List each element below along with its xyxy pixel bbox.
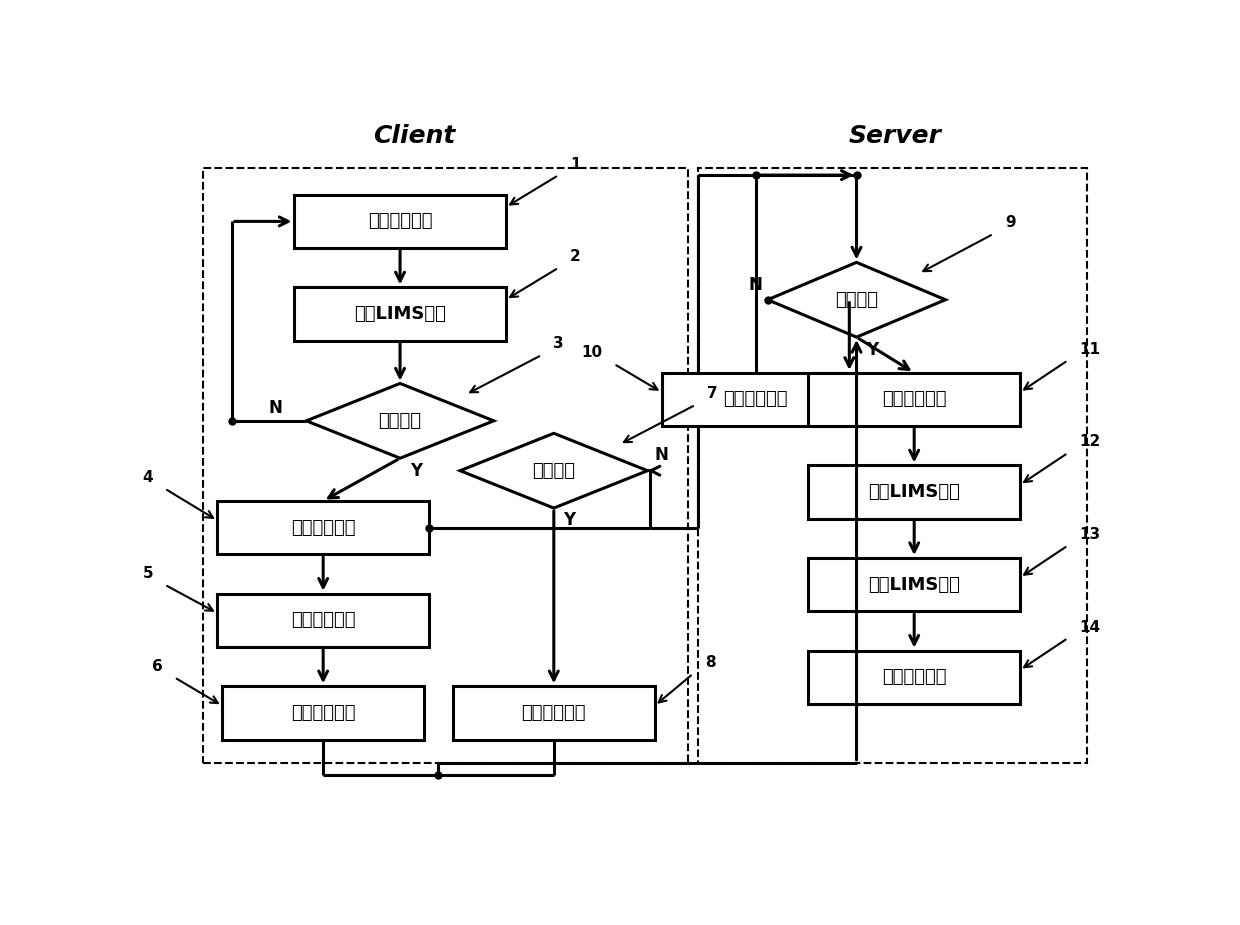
Text: N: N: [655, 446, 668, 463]
Text: 合法账户: 合法账户: [378, 412, 422, 430]
Text: 13: 13: [1080, 527, 1101, 542]
Text: Y: Y: [563, 512, 575, 529]
Text: 11: 11: [1080, 341, 1100, 357]
Text: 发送上报请求: 发送上报请求: [291, 704, 356, 722]
Text: 发送更新请求: 发送更新请求: [522, 704, 587, 722]
Polygon shape: [306, 384, 494, 458]
Text: Y: Y: [409, 462, 422, 479]
Text: 12: 12: [1080, 435, 1101, 450]
Polygon shape: [460, 433, 647, 508]
Text: Server: Server: [848, 124, 941, 148]
FancyBboxPatch shape: [217, 501, 429, 554]
Text: 勾选具体业务: 勾选具体业务: [291, 611, 356, 629]
Text: 1: 1: [570, 156, 580, 171]
Text: 数据更新: 数据更新: [532, 462, 575, 480]
Text: 14: 14: [1080, 620, 1101, 635]
Text: N: N: [749, 276, 763, 294]
FancyBboxPatch shape: [808, 373, 1019, 426]
Text: 7: 7: [707, 387, 718, 401]
FancyBboxPatch shape: [294, 288, 506, 340]
Text: 10: 10: [582, 345, 603, 361]
Text: 加载LIMS系统: 加载LIMS系统: [868, 483, 960, 501]
Text: 系统配置信息: 系统配置信息: [368, 213, 433, 230]
Text: 操作LIMS页面: 操作LIMS页面: [868, 575, 960, 594]
Text: Client: Client: [373, 124, 455, 148]
Text: 数据更新备份: 数据更新备份: [723, 390, 787, 409]
Text: 完成数据上报: 完成数据上报: [882, 668, 946, 686]
FancyBboxPatch shape: [808, 465, 1019, 519]
Text: 上报请求: 上报请求: [835, 290, 878, 309]
Text: 9: 9: [1004, 216, 1016, 230]
Text: 加载业务清单: 加载业务清单: [291, 519, 356, 536]
FancyBboxPatch shape: [217, 594, 429, 647]
Text: Y: Y: [866, 340, 878, 359]
Text: 4: 4: [143, 470, 153, 485]
Text: 分析上报信息: 分析上报信息: [882, 390, 946, 409]
Text: 2: 2: [570, 249, 580, 265]
Text: 6: 6: [153, 659, 162, 673]
Polygon shape: [768, 263, 945, 337]
FancyBboxPatch shape: [294, 194, 506, 248]
Text: 登录LIMS系统: 登录LIMS系统: [355, 305, 446, 323]
Text: 3: 3: [553, 337, 564, 352]
FancyBboxPatch shape: [808, 650, 1019, 704]
FancyBboxPatch shape: [662, 373, 849, 426]
FancyBboxPatch shape: [222, 686, 424, 740]
Text: 8: 8: [704, 655, 715, 670]
FancyBboxPatch shape: [808, 558, 1019, 611]
Text: N: N: [268, 400, 283, 417]
FancyBboxPatch shape: [453, 686, 655, 740]
Text: 5: 5: [143, 566, 153, 581]
